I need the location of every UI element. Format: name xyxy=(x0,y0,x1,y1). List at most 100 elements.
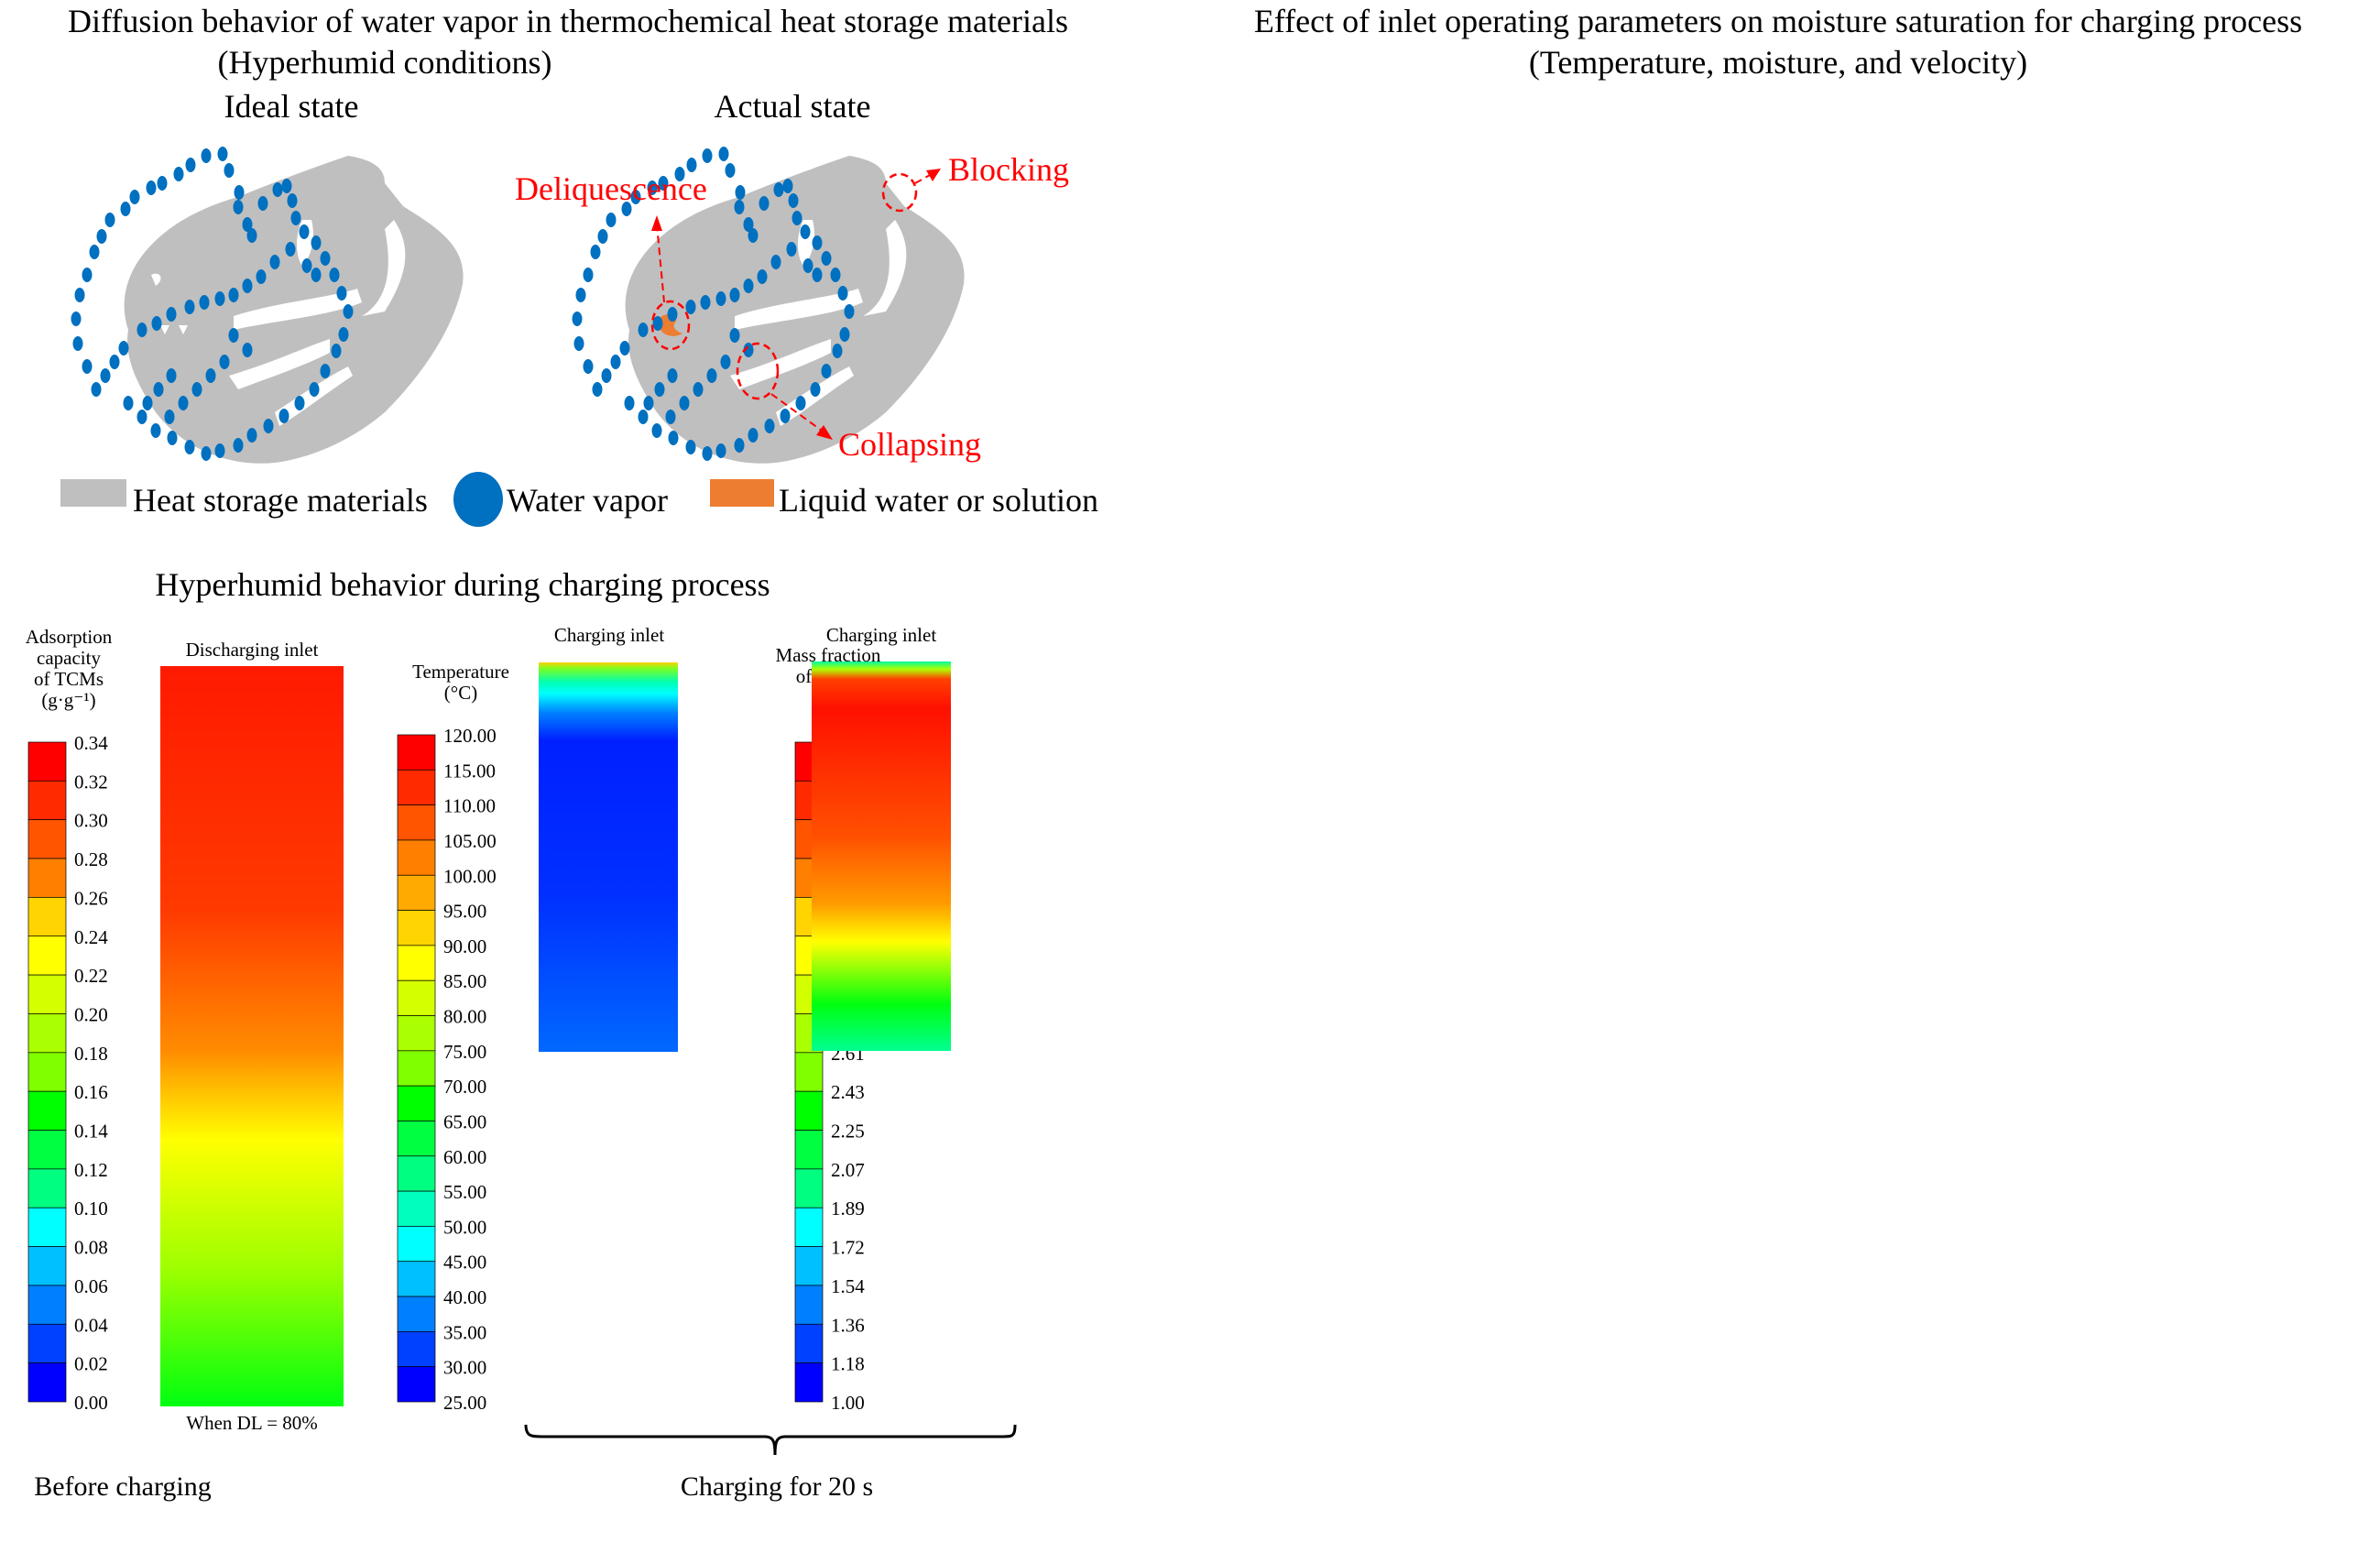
left-title-line2: (Hyperhumid conditions) xyxy=(218,44,552,81)
water-vapor-dot xyxy=(773,182,784,197)
water-vapor-dot xyxy=(246,428,257,443)
water-vapor-dot xyxy=(667,307,678,322)
water-vapor-dot xyxy=(272,182,283,197)
water-vapor-dot xyxy=(725,163,736,178)
water-vapor-dot xyxy=(837,286,848,301)
water-vapor-dot xyxy=(228,328,239,343)
colorbar-tick-label: 75.00 xyxy=(443,1041,486,1063)
water-vapor-dot xyxy=(624,396,635,410)
water-vapor-dot xyxy=(281,179,292,193)
colorbar-tick-label: 1.54 xyxy=(831,1275,865,1297)
water-vapor-dot xyxy=(821,251,832,266)
water-vapor-dot xyxy=(320,251,331,266)
colorbar-segment xyxy=(27,974,67,1014)
water-vapor-dot xyxy=(702,148,713,163)
water-vapor-dot xyxy=(104,213,115,227)
water-vapor-dot xyxy=(109,355,120,369)
blocking-circle xyxy=(881,172,918,213)
water-vapor-dot xyxy=(638,323,649,337)
colorbar-tick-label: 0.10 xyxy=(74,1198,108,1219)
colorbar-segment xyxy=(27,1362,67,1403)
water-vapor-dot xyxy=(299,224,310,239)
water-vapor-dot xyxy=(311,235,322,250)
water-vapor-dot xyxy=(802,258,813,273)
water-vapor-dot xyxy=(782,179,793,193)
water-vapor-dot xyxy=(786,242,797,257)
colorbar-segment xyxy=(397,734,436,771)
colorbar-tick-label: 0.22 xyxy=(74,965,108,987)
water-vapor-dot xyxy=(720,355,731,369)
colorbar-tick-label: 115.00 xyxy=(443,760,496,782)
water-vapor-dot xyxy=(331,344,342,358)
mass-fraction-field xyxy=(812,662,951,1051)
collapsing-label: Collapsing xyxy=(838,426,981,463)
colorbar-tick-label: 120.00 xyxy=(443,725,497,747)
colorbar-tick-label: 1.00 xyxy=(831,1392,865,1414)
colorbar-segment xyxy=(397,1331,436,1368)
water-vapor-dot xyxy=(184,440,195,454)
water-vapor-dot xyxy=(764,419,775,433)
water-vapor-dot xyxy=(233,438,244,453)
water-vapor-dot xyxy=(597,229,608,244)
water-vapor-dot xyxy=(780,409,791,423)
colorbar-segment xyxy=(397,1296,436,1332)
colorbar-tick-label: 0.32 xyxy=(74,771,108,793)
colorbar-title: Temperature xyxy=(412,661,509,683)
water-vapor-dot xyxy=(788,193,799,208)
water-vapor-dot xyxy=(82,359,93,374)
water-vapor-dot xyxy=(821,364,832,378)
colorbar-tick-label: 50.00 xyxy=(443,1216,486,1238)
water-vapor-dot xyxy=(583,268,594,282)
water-vapor-dot xyxy=(832,344,843,358)
colorbar-segment xyxy=(794,1130,824,1170)
arrow-icon xyxy=(816,425,833,440)
colorbar-segment xyxy=(794,1362,824,1403)
water-vapor-dot xyxy=(702,446,713,461)
water-vapor-dot xyxy=(287,193,298,208)
left-panel: Diffusion behavior of water vapor in the… xyxy=(26,3,1098,1502)
water-vapor-dot xyxy=(146,180,157,195)
colorbar-tick-label: 2.07 xyxy=(831,1159,865,1181)
water-vapor-dot xyxy=(74,288,85,302)
colorbar-tick-label: 0.06 xyxy=(74,1275,108,1297)
water-vapor-dot xyxy=(234,185,245,200)
water-vapor-dot xyxy=(100,368,111,383)
water-vapor-dot xyxy=(729,328,740,343)
water-vapor-dot xyxy=(651,423,662,438)
water-vapor-dot xyxy=(120,202,131,216)
water-vapor-dot xyxy=(743,217,754,232)
colorbar-segment xyxy=(27,1285,67,1325)
left-title-line1: Diffusion behavior of water vapor in the… xyxy=(68,3,1068,39)
colorbar-tick-label: 55.00 xyxy=(443,1181,486,1203)
colorbar-tick-label: 1.89 xyxy=(831,1198,865,1219)
water-vapor-dot xyxy=(685,440,696,454)
water-vapor-dot xyxy=(630,190,641,204)
colorbar-tick-label: 2.43 xyxy=(831,1081,865,1103)
colorbar-tick-label: 0.20 xyxy=(74,1003,108,1025)
water-vapor-dot xyxy=(201,148,212,163)
water-vapor-dot xyxy=(686,158,697,172)
water-vapor-dot xyxy=(136,410,147,424)
colorbar-tick-label: 1.36 xyxy=(831,1314,865,1336)
colorbar-tick-label: 90.00 xyxy=(443,935,486,957)
colorbar-title: (g·g⁻¹) xyxy=(41,689,95,711)
water-vapor-dot xyxy=(173,167,184,181)
water-vapor-dot xyxy=(199,295,210,310)
water-vapor-dot xyxy=(228,288,239,302)
water-vapor-dot xyxy=(619,341,630,355)
water-vapor-dot xyxy=(748,428,759,443)
water-vapor-dot xyxy=(743,279,754,293)
water-vapor-dot xyxy=(72,336,83,351)
water-vapor-dot xyxy=(294,396,305,410)
water-vapor-dot xyxy=(735,185,746,200)
water-vapor-dot xyxy=(839,327,850,342)
water-vapor-dot xyxy=(592,382,603,397)
water-vapor-dot xyxy=(572,312,583,326)
water-vapor-dot xyxy=(214,291,225,306)
water-vapor-dot xyxy=(164,410,175,424)
illustration-legend: Heat storage materials Water vapor Liqui… xyxy=(60,472,1098,527)
water-vapor-dot xyxy=(336,286,347,301)
deliquescence-circle xyxy=(650,300,691,351)
colorbar-segment xyxy=(397,839,436,876)
water-vapor-dot xyxy=(700,295,711,310)
